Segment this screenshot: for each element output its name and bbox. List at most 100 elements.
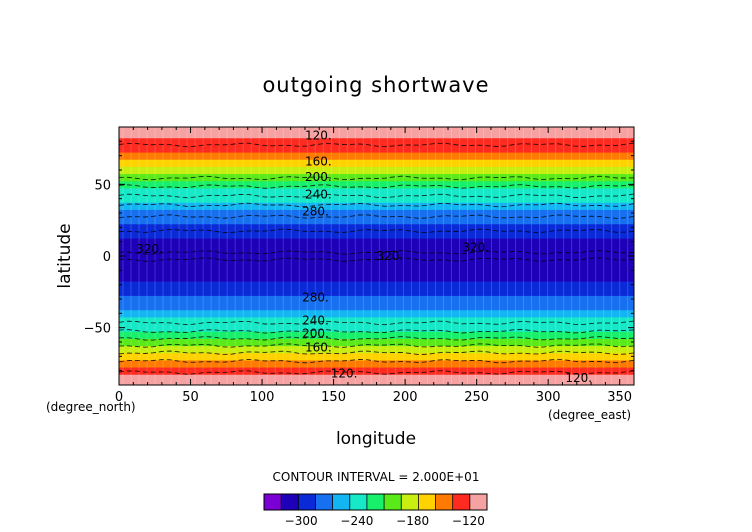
heatmap-cell [119, 187, 634, 196]
colorbar-tick-label: −300 [285, 514, 318, 528]
colorbar-swatch [264, 494, 282, 510]
x-axis-label: longitude [336, 429, 416, 449]
x-axis: 0 50 100 150 200 250 300 350 [115, 127, 632, 405]
heatmap-cell [119, 195, 634, 203]
heatmap-cell [119, 295, 634, 304]
heatmap-cell [119, 345, 634, 354]
heatmap-cell [119, 331, 634, 339]
y-axis: −50 0 50 [84, 140, 634, 372]
contour-label: 320. [377, 249, 404, 263]
contour-label: 200. [305, 170, 332, 184]
y-tick-label: 0 [103, 250, 111, 265]
contour-label: 320. [462, 240, 489, 254]
colorbar-tick-label: −120 [452, 514, 485, 528]
contour-line [118, 257, 635, 262]
contour-label: 240. [305, 187, 332, 201]
colorbar-swatch [452, 494, 471, 510]
colorbar-swatch [332, 494, 351, 510]
heatmap-cell [119, 374, 634, 382]
contour-label: 320. [136, 242, 163, 256]
colorbar-swatch [435, 494, 454, 510]
heatmap-cell [119, 288, 634, 296]
contour-line [118, 329, 635, 334]
meridian-lines [122, 127, 629, 385]
colorbar-swatch [315, 494, 334, 510]
x-tick-label: 200 [393, 390, 418, 405]
contour-line [118, 370, 635, 375]
contour-labels: 120.160.200.240.280.320.320.320.280.240.… [136, 129, 592, 385]
heatmap-cell [119, 259, 634, 268]
contour-line [118, 142, 635, 148]
contour-label: 240. [302, 314, 329, 328]
heatmap-cell [119, 130, 634, 139]
contour-label: 280. [302, 205, 329, 219]
heatmap-cell [119, 180, 634, 189]
heatmap-cell [119, 338, 634, 347]
x-tick-label: 50 [182, 390, 199, 405]
heatmap-cell [119, 152, 634, 160]
x-tick-label: 100 [250, 390, 275, 405]
heatmap-cell [119, 316, 634, 325]
contour-interval-text: CONTOUR INTERVAL = 2.000E+01 [273, 470, 480, 484]
contour-label: 120. [305, 129, 332, 143]
heatmap-cell [119, 166, 634, 175]
heatmap-cell [119, 223, 634, 232]
heatmap-cell [119, 159, 634, 167]
colorbar-swatch [384, 494, 402, 510]
contour-line [118, 214, 635, 219]
contour-line [118, 250, 635, 255]
contour-label: 160. [305, 154, 332, 168]
heatmap-cell [119, 281, 634, 289]
x-tick-label: 0 [115, 390, 123, 405]
x-unit-label: (degree_east) [548, 408, 631, 422]
heatmap-cell [119, 230, 634, 239]
colorbar-tick-label: −180 [396, 514, 429, 528]
x-tick-label: 300 [536, 390, 561, 405]
heatmap-cell [119, 245, 634, 253]
colorbar-frame [263, 493, 488, 511]
contour-line [118, 193, 635, 199]
colorbar-swatch [349, 494, 368, 510]
chart-title: outgoing shortwave [262, 73, 489, 97]
contour-label: 120. [331, 367, 358, 381]
heatmap-cell [119, 309, 634, 318]
heatmap-cell [119, 367, 634, 375]
colorbar-swatch [418, 494, 436, 510]
contour-lines [118, 142, 635, 375]
colorbar-swatch [401, 494, 419, 510]
colorbar-swatch [298, 494, 316, 510]
contour-label: 120. [565, 371, 592, 385]
heatmap-cell [119, 173, 634, 182]
heatmap-cell [119, 359, 634, 368]
x-tick-label: 150 [321, 390, 346, 405]
contour-label: 200. [302, 326, 329, 340]
heatmap-cell [119, 302, 634, 311]
contour-line [118, 175, 635, 181]
contour-line [118, 184, 635, 189]
heatmap-cell [119, 273, 634, 282]
contour-label: 280. [302, 291, 329, 305]
colorbar-swatch [366, 494, 385, 510]
y-tick-label: 50 [94, 178, 111, 193]
y-axis-label: latitude [55, 223, 75, 288]
heatmap-cell [119, 238, 634, 246]
colorbar-swatch [469, 494, 488, 510]
y-unit-label: (degree_north) [46, 400, 136, 414]
x-tick-label: 350 [607, 390, 632, 405]
contour-line [118, 358, 635, 364]
heatmap-cell [119, 202, 634, 210]
contour-line [118, 202, 635, 208]
colorbar-swatch [281, 494, 299, 510]
heatmap-cell [119, 352, 634, 361]
heatmap-cell [119, 216, 634, 225]
heatmap-cell [119, 266, 634, 275]
contour-line [118, 336, 635, 341]
contour-label: 160. [305, 341, 332, 355]
x-tick-label: 250 [464, 390, 489, 405]
heatmap-bands [119, 127, 634, 386]
heatmap-cell [119, 137, 634, 146]
heatmap-cell [119, 324, 634, 332]
contour-line [118, 350, 635, 356]
heatmap-cell [119, 144, 634, 153]
